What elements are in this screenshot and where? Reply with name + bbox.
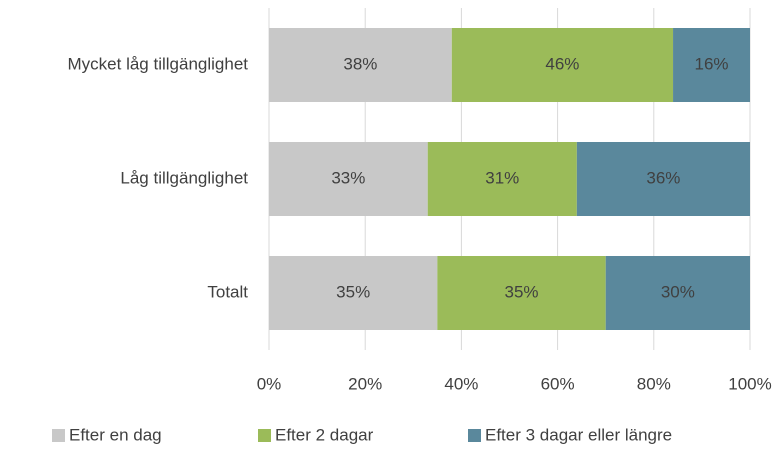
- legend-swatch: [258, 429, 271, 442]
- data-label: 16%: [695, 54, 729, 73]
- data-label: 30%: [661, 282, 695, 301]
- y-tick-label: Mycket låg tillgänglighet: [68, 54, 249, 73]
- legend-label: Efter en dag: [69, 425, 162, 444]
- legend-label: Efter 2 dagar: [275, 425, 374, 444]
- bar-segment: [269, 142, 428, 216]
- bar-segment: [605, 256, 750, 330]
- bar-segment: [576, 142, 750, 216]
- legend-swatch: [468, 429, 481, 442]
- data-label: 36%: [646, 168, 680, 187]
- legend-label: Efter 3 dagar eller längre: [485, 425, 672, 444]
- data-label: 35%: [505, 282, 539, 301]
- y-tick-label: Låg tillgänglighet: [120, 168, 248, 187]
- x-tick-label: 40%: [444, 374, 478, 393]
- legend-swatch: [52, 429, 65, 442]
- bar-segment: [269, 28, 452, 102]
- data-label: 31%: [485, 168, 519, 187]
- bar-segment: [427, 142, 577, 216]
- y-tick-label: Totalt: [207, 282, 248, 301]
- data-label: 33%: [331, 168, 365, 187]
- x-tick-label: 20%: [348, 374, 382, 393]
- x-tick-label: 0%: [257, 374, 282, 393]
- bar-segment: [673, 28, 750, 102]
- x-tick-label: 80%: [637, 374, 671, 393]
- data-label: 35%: [336, 282, 370, 301]
- bar-segment: [451, 28, 674, 102]
- data-label: 38%: [343, 54, 377, 73]
- x-tick-label: 100%: [728, 374, 771, 393]
- x-tick-label: 60%: [541, 374, 575, 393]
- bar-segment: [269, 256, 438, 330]
- data-label: 46%: [545, 54, 579, 73]
- bar-segment: [437, 256, 606, 330]
